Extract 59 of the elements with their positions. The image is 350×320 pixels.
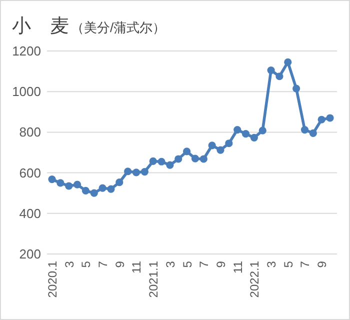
point xyxy=(225,140,233,148)
chart-title: 小 麦 xyxy=(12,16,69,37)
point xyxy=(90,189,98,197)
point xyxy=(250,134,258,142)
point xyxy=(318,116,326,124)
point xyxy=(182,148,191,156)
point xyxy=(276,72,284,80)
point xyxy=(267,66,275,74)
x-tick-label: 7 xyxy=(298,260,312,268)
point xyxy=(292,84,300,92)
point xyxy=(309,129,317,138)
point xyxy=(149,157,157,166)
x-tick-label: 2022.1 xyxy=(248,260,262,298)
x-tick-label: 2020.1 xyxy=(46,260,60,298)
point xyxy=(124,168,132,176)
y-tick-label: 400 xyxy=(19,206,41,221)
x-tick-label: 9 xyxy=(315,260,330,268)
point xyxy=(140,168,148,176)
point xyxy=(208,142,216,150)
y-tick-label: 800 xyxy=(19,124,41,140)
x-tick-label: 5 xyxy=(281,260,296,268)
point xyxy=(326,114,334,122)
point xyxy=(132,168,140,176)
point xyxy=(116,178,124,186)
point xyxy=(200,155,208,163)
x-tick-label: 7 xyxy=(197,260,212,268)
chart-subtitle: （美分/蒲式尔） xyxy=(71,20,166,35)
point xyxy=(234,126,242,134)
point xyxy=(284,58,292,66)
point xyxy=(48,175,56,184)
y-tick-label: 600 xyxy=(19,165,41,180)
point xyxy=(107,185,115,193)
point xyxy=(242,130,250,138)
x-tick-label: 5 xyxy=(180,260,194,268)
point xyxy=(73,180,82,188)
y-tick-label: 200 xyxy=(19,246,41,262)
x-tick-label: 3 xyxy=(163,260,178,268)
y-tick-label: 1000 xyxy=(12,84,41,100)
point xyxy=(82,186,90,194)
point xyxy=(56,179,64,187)
point xyxy=(216,146,224,154)
x-tick-label: 5 xyxy=(79,260,94,268)
x-tick-label: 9 xyxy=(214,260,228,268)
y-tick-label: 1200 xyxy=(12,44,41,58)
x-tick-label: 11 xyxy=(230,260,245,274)
point xyxy=(174,155,182,163)
x-tick-label: 7 xyxy=(96,260,110,268)
x-tick-label: 11 xyxy=(130,260,144,274)
point xyxy=(158,158,166,166)
point xyxy=(258,126,266,134)
x-tick-label: 9 xyxy=(112,260,127,268)
x-tick-label: 3 xyxy=(264,260,279,268)
x-tick-label: 2021.1 xyxy=(146,260,161,298)
point xyxy=(65,182,73,190)
x-tick-label: 3 xyxy=(62,260,76,268)
point xyxy=(300,126,309,134)
point xyxy=(98,184,106,192)
point xyxy=(166,161,174,169)
point xyxy=(191,154,200,162)
